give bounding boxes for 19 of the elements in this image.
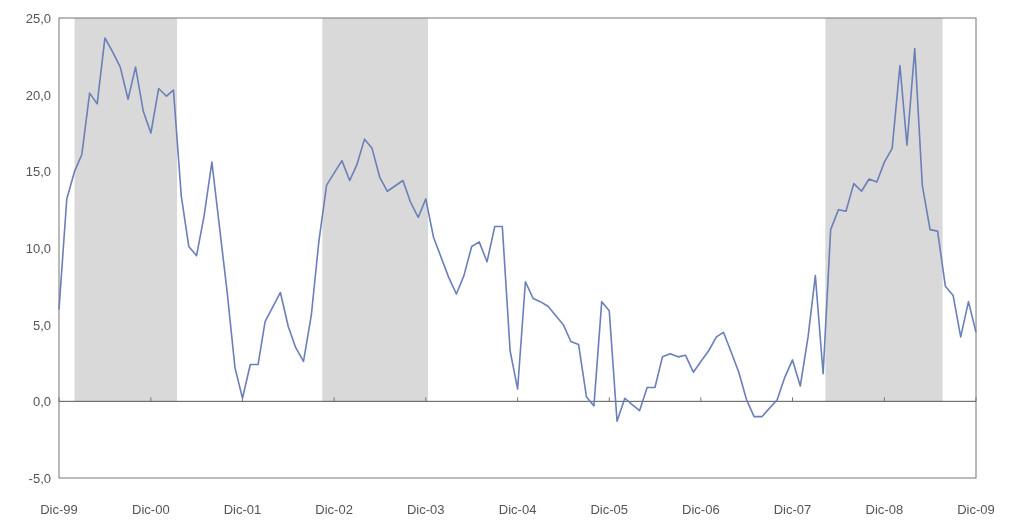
x-tick-label: Dic-02 xyxy=(315,502,353,517)
x-tick-label: Dic-06 xyxy=(682,502,720,517)
x-tick-label: Dic-00 xyxy=(132,502,170,517)
x-tick-label: Dic-99 xyxy=(40,502,78,517)
y-tick-label: 0,0 xyxy=(32,394,51,410)
y-tick-label: 5,0 xyxy=(32,317,51,333)
x-tick-label: Dic-03 xyxy=(406,502,445,517)
y-tick-label: 20,0 xyxy=(25,87,51,103)
x-tick-label: Dic-09 xyxy=(957,502,995,517)
line-series xyxy=(58,37,977,423)
x-tick-label: Dic-08 xyxy=(865,502,904,517)
y-tick-label: 15,0 xyxy=(25,164,51,180)
x-tick-label: Dic-01 xyxy=(223,502,262,517)
x-tick-label: Dic-04 xyxy=(498,502,537,517)
y-tick-label: -5,0 xyxy=(28,471,51,486)
y-tick-label: 10,0 xyxy=(25,241,51,256)
x-tick-label: Dic-05 xyxy=(590,502,629,517)
x-tick-label: Dic-07 xyxy=(773,502,812,517)
y-tick-label: 25,0 xyxy=(25,11,51,26)
